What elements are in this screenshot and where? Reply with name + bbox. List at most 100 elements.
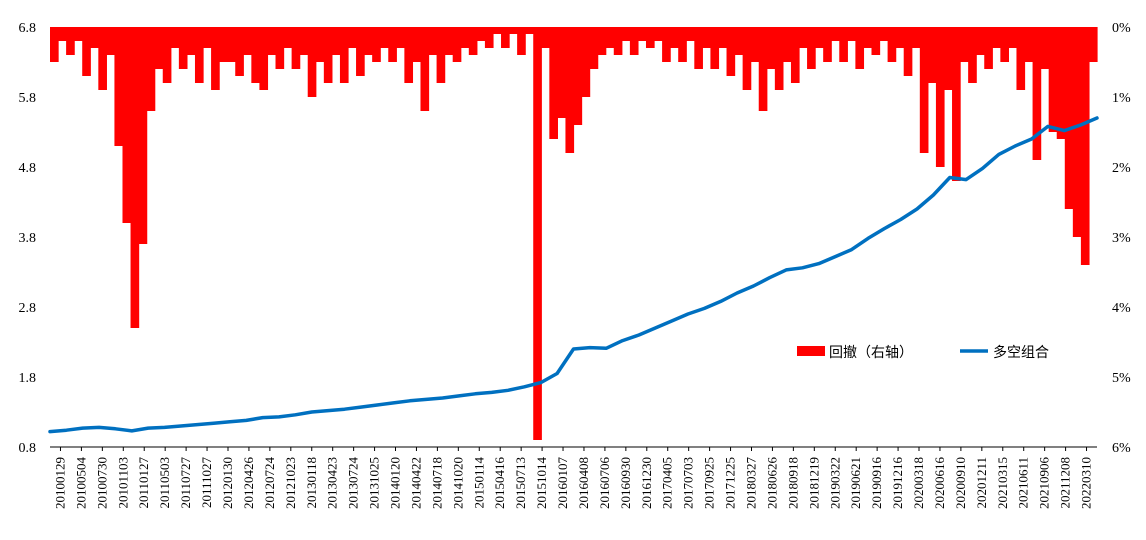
- drawdown-bar: [388, 27, 397, 62]
- drawdown-bar: [283, 27, 293, 48]
- drawdown-bar: [82, 27, 91, 76]
- x-tick-label: 20120130: [220, 457, 235, 509]
- drawdown-bar: [259, 27, 269, 90]
- y-right-tick-label: 6%: [1112, 441, 1131, 456]
- drawdown-bar: [178, 27, 188, 69]
- legend-strategy-label: 多空组合: [993, 344, 1049, 361]
- x-ticks: 20100129 20100504 20100730 20101103 20110127…: [52, 447, 1094, 510]
- y-right-tick-label: 2%: [1112, 161, 1131, 176]
- drawdown-bar: [138, 27, 148, 244]
- drawdown-bar: [275, 27, 285, 69]
- drawdown-bar: [154, 27, 164, 69]
- y-right-ticks: 0% 1% 2% 3% 4% 5% 6%: [1112, 21, 1131, 456]
- drawdown-bar: [444, 27, 454, 55]
- x-tick-label: 20150713: [513, 457, 528, 509]
- drawdown-bar: [1080, 27, 1090, 265]
- drawdown-bar: [678, 27, 687, 62]
- y-left-tick-label: 4.8: [19, 161, 37, 176]
- drawdown-bar: [911, 27, 921, 48]
- x-tick-label: 20140120: [388, 457, 403, 509]
- x-tick-label: 20180918: [785, 457, 800, 509]
- drawdown-bar: [637, 27, 647, 41]
- drawdown-bar: [742, 27, 752, 90]
- x-tick-label: 20180327: [743, 457, 758, 510]
- drawdown-bar: [702, 27, 712, 48]
- drawdown-bar: [1008, 27, 1018, 48]
- drawdown-bar: [517, 27, 526, 55]
- x-tick-label: 20170405: [660, 457, 675, 509]
- drawdown-bar: [66, 27, 75, 55]
- drawdown-bar: [267, 27, 277, 55]
- drawdown-bar: [863, 27, 873, 48]
- drawdown-bar: [823, 27, 832, 62]
- drawdown-bar: [645, 27, 655, 48]
- x-tick-label: 20191216: [890, 457, 905, 510]
- drawdown-bar: [114, 27, 124, 146]
- x-tick-label: 20160408: [576, 457, 591, 509]
- drawdown-bar: [799, 27, 808, 48]
- x-tick-label: 20170703: [681, 457, 696, 509]
- y-left-tick-label: 5.8: [19, 91, 37, 106]
- drawdown-bar: [315, 27, 325, 62]
- drawdown-bar: [186, 27, 196, 55]
- drawdown-bar: [1072, 27, 1082, 237]
- drawdown-bar: [758, 27, 768, 111]
- drawdown-bar: [412, 27, 422, 62]
- x-tick-label: 20120724: [262, 457, 277, 510]
- drawdown-bar: [1088, 27, 1098, 62]
- drawdown-bar: [589, 27, 599, 69]
- drawdown-bar: [1048, 27, 1058, 132]
- drawdown-bar: [670, 27, 679, 48]
- y-left-tick-label: 1.8: [19, 371, 37, 386]
- drawdown-bar: [98, 27, 107, 90]
- x-tick-label: 20210315: [995, 457, 1010, 509]
- drawdown-bar: [1040, 27, 1050, 69]
- drawdown-bar: [525, 27, 534, 34]
- drawdown-bar: [694, 27, 703, 69]
- drawdown-bar: [766, 27, 776, 69]
- x-tick-label: 20121023: [283, 457, 298, 509]
- x-tick-label: 20130118: [304, 457, 319, 509]
- drawdown-bar: [436, 27, 446, 83]
- drawdown-bar: [621, 27, 631, 41]
- x-tick-label: 20130724: [346, 457, 361, 510]
- y-left-tick-label: 6.8: [19, 21, 37, 36]
- drawdown-bar: [74, 27, 83, 41]
- drawdown-bar: [581, 27, 591, 97]
- drawdown-bar: [984, 27, 993, 69]
- drawdown-bar: [251, 27, 260, 83]
- drawdown-bar: [162, 27, 172, 83]
- x-tick-label: 20190621: [848, 457, 863, 509]
- drawdown-bar: [855, 27, 865, 69]
- x-tick-label: 20190322: [827, 457, 842, 509]
- drawdown-bar: [460, 27, 470, 48]
- drawdown-bar: [227, 27, 236, 62]
- y-left-tick-label: 2.8: [19, 301, 37, 316]
- x-tick-label: 20100129: [52, 457, 67, 509]
- drawdown-bar: [815, 27, 824, 48]
- drawdown-bar: [726, 27, 736, 76]
- drawdown-bar: [452, 27, 462, 62]
- drawdown-bar: [976, 27, 985, 55]
- drawdown-bar: [831, 27, 840, 41]
- drawdown-bar: [605, 27, 615, 48]
- drawdown-bar: [549, 27, 558, 139]
- x-tick-label: 20171225: [723, 457, 738, 509]
- drawdown-bar: [533, 27, 542, 440]
- drawdown-bar: [629, 27, 639, 55]
- y-left-tick-label: 3.8: [19, 231, 37, 246]
- x-tick-label: 20110127: [136, 457, 151, 509]
- x-tick-label: 20161230: [639, 457, 654, 509]
- drawdown-bar: [211, 27, 220, 90]
- drawdown-bar: [420, 27, 430, 111]
- strategy-line: [48, 116, 1099, 434]
- drawdown-bar: [146, 27, 156, 111]
- drawdown-bar: [662, 27, 671, 62]
- y-right-tick-label: 3%: [1112, 231, 1131, 246]
- drawdown-bar: [935, 27, 945, 167]
- drawdown-bar: [194, 27, 204, 83]
- drawdown-bar: [887, 27, 897, 62]
- drawdown-bar: [380, 27, 389, 48]
- drawdown-bar: [307, 27, 317, 97]
- drawdown-bar: [774, 27, 784, 90]
